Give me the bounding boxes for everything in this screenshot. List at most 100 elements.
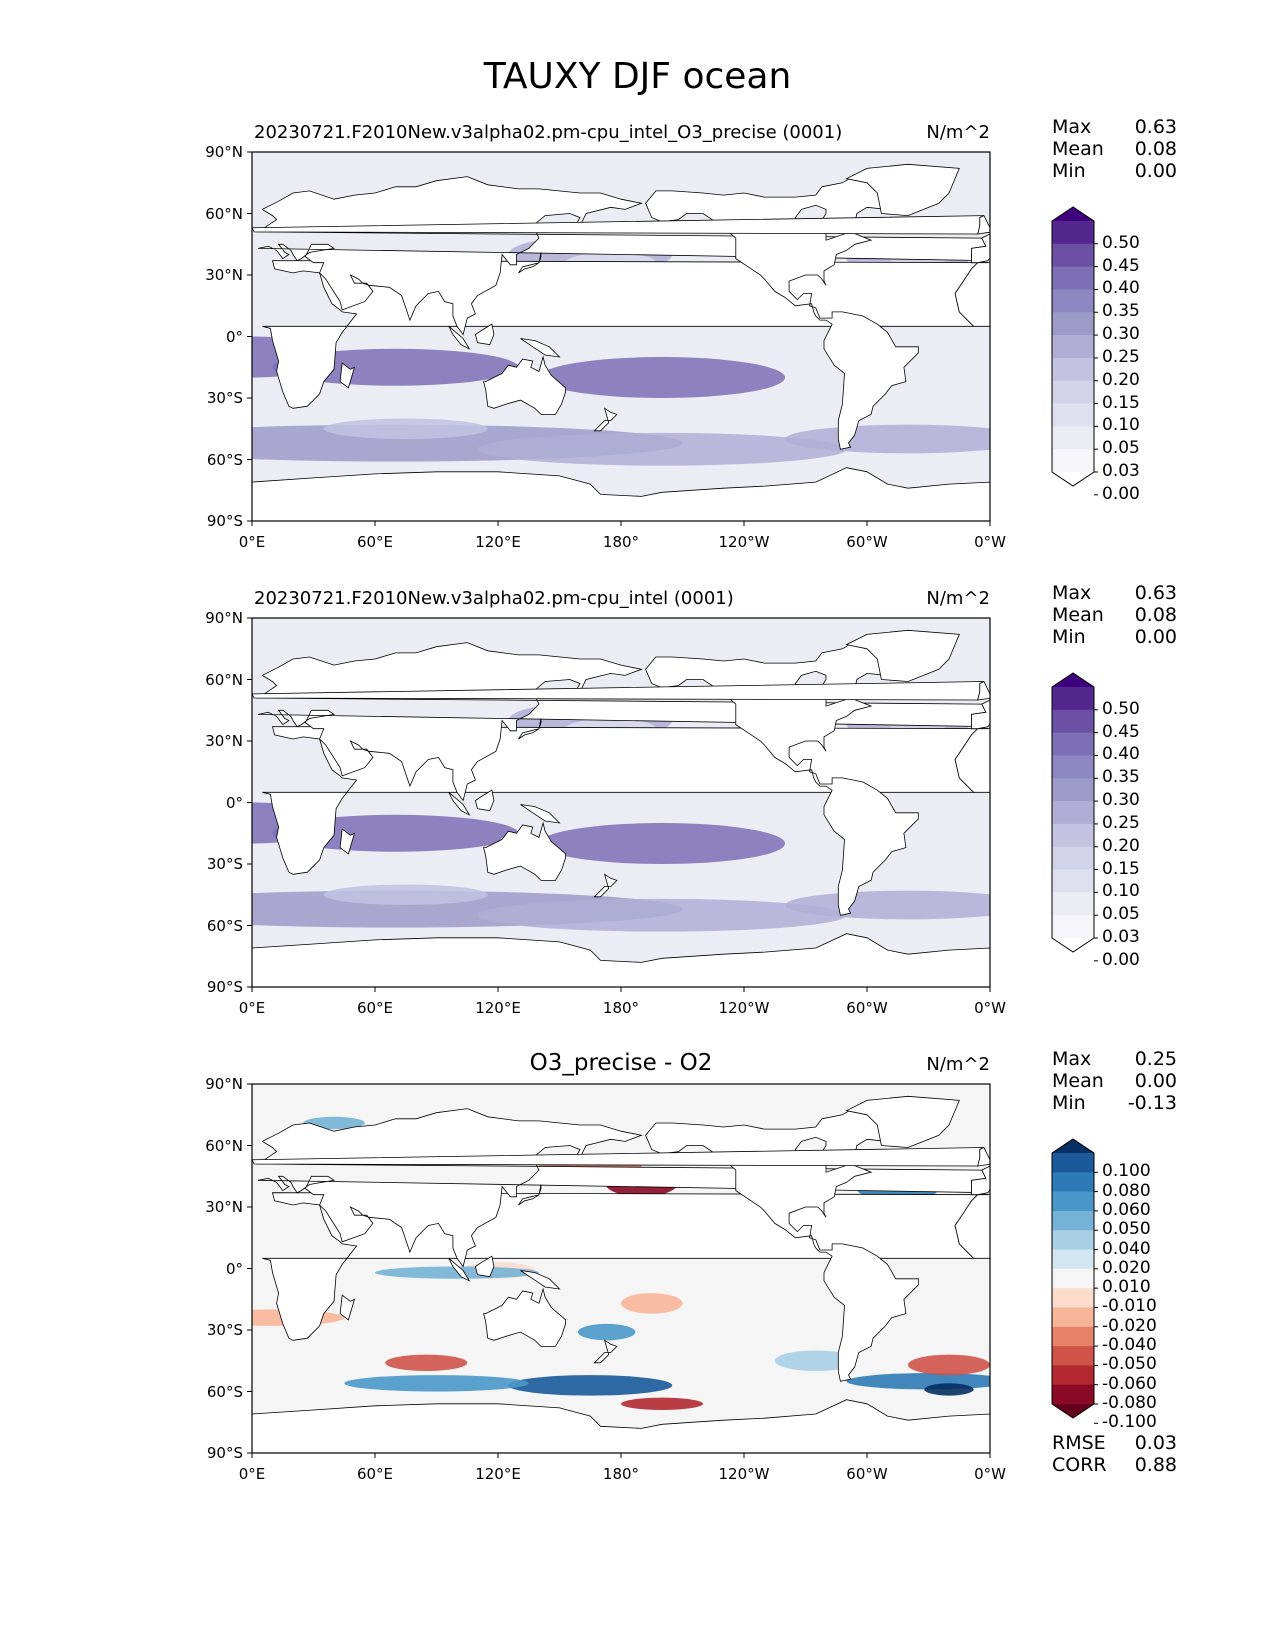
stat-label-rmse: RMSE — [1052, 1432, 1106, 1454]
stat-value-max: 0.63 — [1134, 116, 1177, 138]
stat-label-max: Max — [1052, 116, 1092, 138]
y-tick-label: 90°N — [205, 143, 243, 161]
x-tick-label: 0°W — [974, 999, 1006, 1017]
stat-value-corr: 0.88 — [1134, 1454, 1177, 1476]
land-polygon — [518, 1184, 542, 1206]
x-tick-label: 0°E — [238, 1465, 266, 1483]
colorbar-segment — [1052, 1326, 1094, 1347]
field-patch — [477, 898, 847, 932]
coastlines — [252, 163, 990, 521]
colorbar-label: 0.00 — [1102, 483, 1140, 504]
units-label: N/m^2 — [926, 122, 990, 143]
colorbar-segment — [1052, 778, 1094, 802]
colorbar-segment — [1052, 426, 1094, 450]
colorbar-label: 0.03 — [1102, 927, 1140, 947]
land-polygon — [845, 629, 960, 682]
land-polygon — [339, 828, 356, 855]
colorbar-label: 0.50 — [1102, 232, 1140, 253]
y-tick-label: 60°S — [206, 916, 243, 935]
colorbar-label: 0.03 — [1102, 461, 1140, 481]
stat-label-min: Min — [1052, 160, 1086, 182]
colorbar-label: 0.15 — [1102, 392, 1140, 413]
colorbar-extend-max — [1052, 673, 1094, 687]
x-tick-label: 120°E — [475, 1465, 521, 1483]
land-polygon — [954, 728, 990, 793]
land-polygon — [977, 1146, 990, 1167]
colorbar-label: -0.020 — [1102, 1315, 1157, 1336]
x-tick-label: 0°W — [974, 1465, 1006, 1483]
colorbar-segment — [1052, 335, 1094, 359]
colorbar-label: 0.20 — [1102, 835, 1140, 856]
colorbar-segment — [1052, 1346, 1094, 1366]
colorbar-label: 0.00 — [1102, 949, 1140, 970]
field-patch — [375, 1266, 539, 1279]
y-tick-label: 0° — [225, 793, 243, 812]
field-patch — [344, 1375, 529, 1392]
panel-title: 20230721.F2010New.v3alpha02.pm-cpu_intel… — [254, 122, 843, 143]
field-patch — [508, 1375, 673, 1396]
y-tick-label: 30°S — [206, 1321, 243, 1339]
y-tick-label: 60°N — [205, 1136, 243, 1155]
colorbar-label: 0.10 — [1102, 415, 1140, 436]
colorbar-segment — [1052, 892, 1094, 916]
land-polygon — [971, 233, 990, 264]
colorbar-extend-min — [1052, 472, 1094, 486]
stat-label-corr: CORR — [1052, 1454, 1107, 1476]
colorbar-label: 0.05 — [1102, 438, 1140, 459]
field-patch — [323, 418, 488, 439]
x-tick-label: 60°W — [846, 1465, 888, 1483]
colorbar-segment — [1052, 801, 1094, 825]
stat-value-max: 0.25 — [1134, 1048, 1177, 1070]
land-polygon — [252, 1399, 990, 1453]
stat-value-mean: 0.08 — [1134, 138, 1177, 160]
y-tick-label: 0° — [225, 1259, 243, 1278]
panel-title: O3_precise - O2 — [529, 1050, 713, 1076]
colorbar-extend-min — [1052, 1404, 1094, 1418]
field-patch — [621, 1397, 703, 1410]
field-patch — [539, 357, 785, 398]
colorbar-segment — [1052, 312, 1094, 336]
colorbar-label: 0.080 — [1102, 1180, 1151, 1201]
land-polygon — [954, 262, 990, 327]
colorbar-segment — [1052, 1210, 1094, 1231]
colorbar-segment — [1052, 1249, 1094, 1270]
field-patch — [924, 1383, 974, 1396]
colorbar-label: 0.25 — [1102, 346, 1140, 367]
land-polygon — [845, 163, 960, 217]
colorbar-segment — [1052, 846, 1094, 871]
units-label: N/m^2 — [926, 1054, 990, 1075]
x-tick-label: 180° — [602, 999, 640, 1017]
x-tick-label: 60°E — [356, 999, 394, 1017]
x-tick-label: 180° — [602, 533, 640, 551]
colorbar-label: 0.050 — [1102, 1219, 1151, 1240]
land-polygon — [339, 1294, 356, 1321]
colorbar-segment — [1052, 869, 1094, 893]
colorbar-label: 0.20 — [1102, 369, 1140, 390]
colorbar-label: 0.060 — [1102, 1199, 1151, 1220]
colorbar-segment — [1052, 449, 1094, 473]
coastlines — [252, 1095, 990, 1453]
x-tick-label: 60°E — [356, 1465, 394, 1483]
x-tick-label: 180° — [602, 1465, 640, 1483]
land-polygon — [483, 355, 566, 415]
stat-value-min: 0.00 — [1134, 626, 1177, 648]
land-polygon — [448, 791, 471, 816]
y-tick-label: 30°S — [206, 855, 243, 873]
colorbar-segment — [1052, 732, 1094, 756]
stat-label-mean: Mean — [1052, 604, 1104, 626]
colorbar-segment — [1052, 1365, 1094, 1386]
colorbar-label: 0.25 — [1102, 812, 1140, 833]
land-polygon — [520, 1270, 561, 1290]
y-tick-label: 90°S — [206, 978, 243, 996]
colorbar-label: 0.020 — [1102, 1257, 1151, 1278]
land-polygon — [954, 1194, 990, 1259]
colorbar-label: -0.040 — [1102, 1335, 1157, 1356]
stat-label-max: Max — [1052, 1048, 1092, 1070]
colorbar-segment — [1052, 823, 1094, 848]
stat-label-mean: Mean — [1052, 1070, 1104, 1092]
x-tick-label: 0°E — [238, 533, 266, 551]
land-polygon — [593, 873, 618, 898]
colorbar-segment — [1052, 266, 1094, 290]
stat-label-min: Min — [1052, 1092, 1086, 1114]
